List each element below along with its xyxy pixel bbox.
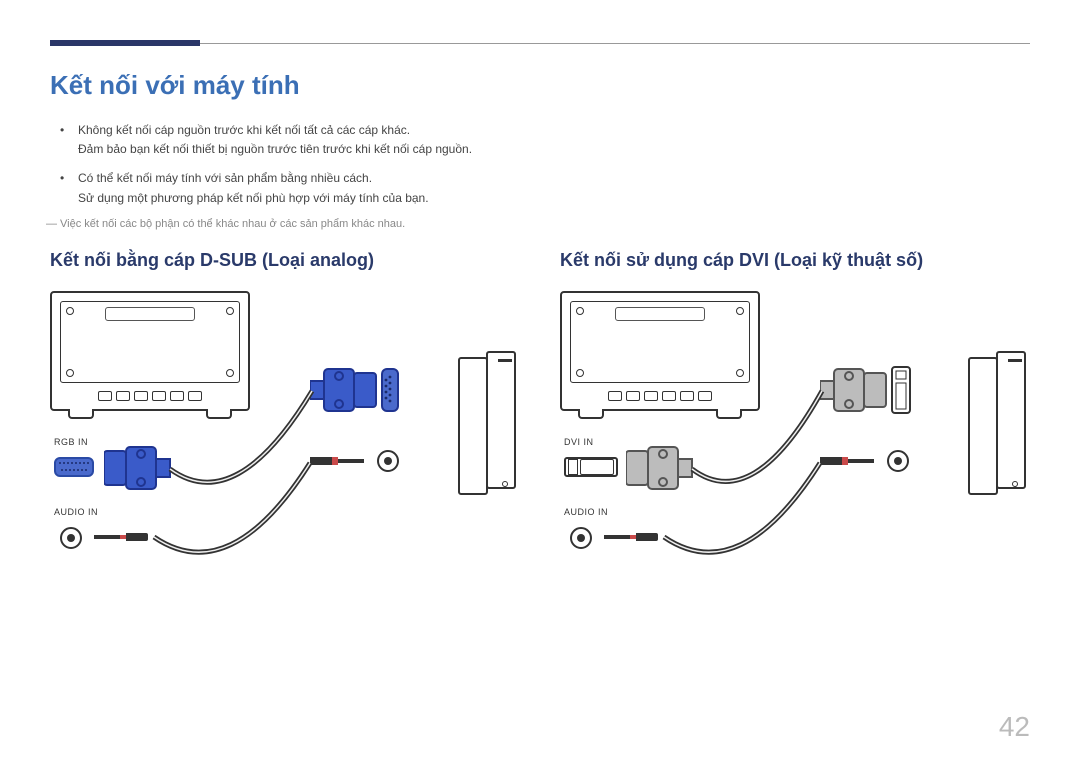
pc-tower-icon: [968, 351, 1030, 501]
audio-cable-icon: [150, 459, 320, 569]
trs-jack-monitor-icon: [604, 531, 664, 543]
right-subtitle: Kết nối sử dụng cáp DVI (Loại kỹ thuật s…: [560, 250, 1030, 271]
bullet-line: Không kết nối cáp nguồn trước khi kết nố…: [78, 123, 410, 137]
note-text: Việc kết nối các bộ phận có thể khác nha…: [50, 218, 1030, 230]
audio-port-icon: [60, 527, 82, 549]
page-number: 42: [999, 711, 1030, 743]
left-diagram: RGB IN AUDIO IN: [50, 291, 520, 631]
pc-tower-icon: [458, 351, 520, 501]
audio-port-icon: [570, 527, 592, 549]
left-subtitle: Kết nối bằng cáp D-SUB (Loại analog): [50, 250, 520, 271]
dvi-port-icon: [564, 457, 618, 477]
trs-jack-pc-icon: [820, 447, 920, 477]
header-rule: [50, 30, 1030, 50]
audio-in-label: AUDIO IN: [564, 507, 608, 517]
page-title: Kết nối với máy tính: [50, 70, 1030, 101]
vga-port-icon: [54, 457, 94, 477]
right-diagram: DVI IN AUDIO IN: [560, 291, 1030, 631]
trs-jack-pc-icon: [310, 447, 410, 477]
bullet-item: Có thể kết nối máy tính với sản phẩm bằn…: [78, 169, 1030, 207]
bullet-line: Có thể kết nối máy tính với sản phẩm bằn…: [78, 171, 372, 185]
bullet-line: Sử dụng một phương pháp kết nối phù hợp …: [78, 191, 429, 205]
bullet-list: Không kết nối cáp nguồn trước khi kết nố…: [50, 121, 1030, 208]
bullet-item: Không kết nối cáp nguồn trước khi kết nố…: [78, 121, 1030, 159]
dvi-in-label: DVI IN: [564, 437, 594, 447]
left-column: Kết nối bằng cáp D-SUB (Loại analog) RGB…: [50, 250, 520, 631]
audio-in-label: AUDIO IN: [54, 507, 98, 517]
rgb-in-label: RGB IN: [54, 437, 88, 447]
audio-cable-icon: [660, 459, 830, 569]
bullet-line: Đảm bảo bạn kết nối thiết bị nguồn trước…: [78, 142, 472, 156]
trs-jack-monitor-icon: [94, 531, 154, 543]
right-column: Kết nối sử dụng cáp DVI (Loại kỹ thuật s…: [560, 250, 1030, 631]
diagram-columns: Kết nối bằng cáp D-SUB (Loại analog) RGB…: [50, 250, 1030, 631]
